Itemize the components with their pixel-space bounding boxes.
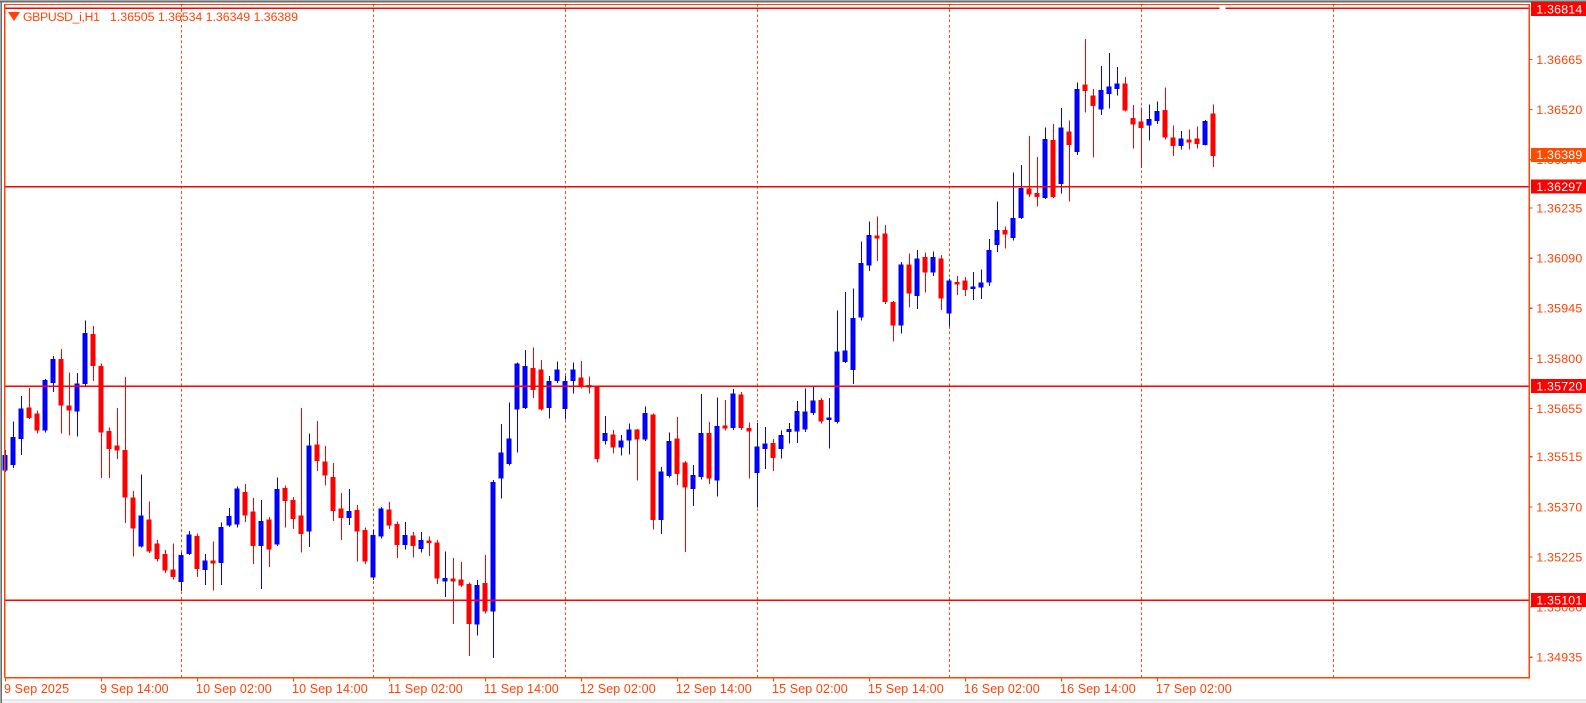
svg-text:10 Sep 14:00: 10 Sep 14:00 bbox=[292, 682, 368, 696]
svg-text:1.34935: 1.34935 bbox=[1536, 651, 1582, 665]
svg-text:1.35945: 1.35945 bbox=[1536, 302, 1582, 316]
svg-text:15 Sep 14:00: 15 Sep 14:00 bbox=[868, 682, 944, 696]
svg-text:10 Sep 02:00: 10 Sep 02:00 bbox=[196, 682, 272, 696]
svg-text:15 Sep 02:00: 15 Sep 02:00 bbox=[772, 682, 848, 696]
svg-text:1.35655: 1.35655 bbox=[1536, 402, 1582, 416]
svg-text:9 Sep 14:00: 9 Sep 14:00 bbox=[100, 682, 169, 696]
svg-text:11 Sep 02:00: 11 Sep 02:00 bbox=[388, 682, 463, 696]
svg-text:1.35370: 1.35370 bbox=[1536, 500, 1582, 514]
svg-text:1.36505 1.36534 1.36349 1.3638: 1.36505 1.36534 1.36349 1.36389 bbox=[110, 10, 298, 24]
svg-text:12 Sep 02:00: 12 Sep 02:00 bbox=[580, 682, 656, 696]
svg-text:17 Sep 02:00: 17 Sep 02:00 bbox=[1156, 682, 1232, 696]
svg-text:1.36090: 1.36090 bbox=[1536, 252, 1582, 266]
svg-text:1.35515: 1.35515 bbox=[1536, 450, 1582, 464]
svg-text:9 Sep 2025: 9 Sep 2025 bbox=[4, 682, 69, 696]
svg-text:1.36389: 1.36389 bbox=[1536, 148, 1582, 162]
svg-text:11 Sep 14:00: 11 Sep 14:00 bbox=[484, 682, 559, 696]
svg-text:12 Sep 14:00: 12 Sep 14:00 bbox=[676, 682, 752, 696]
svg-text:1.35225: 1.35225 bbox=[1536, 550, 1582, 564]
svg-text:1.36520: 1.36520 bbox=[1536, 103, 1582, 117]
svg-text:1.36297: 1.36297 bbox=[1536, 180, 1582, 194]
svg-text:16 Sep 14:00: 16 Sep 14:00 bbox=[1060, 682, 1136, 696]
svg-text:1.35720: 1.35720 bbox=[1536, 379, 1582, 393]
svg-text:GBPUSD_i,H1: GBPUSD_i,H1 bbox=[23, 10, 100, 24]
svg-text:1.35101: 1.35101 bbox=[1536, 593, 1582, 607]
svg-text:1.36814: 1.36814 bbox=[1536, 3, 1582, 17]
svg-text:16 Sep 02:00: 16 Sep 02:00 bbox=[964, 682, 1040, 696]
svg-text:1.36235: 1.36235 bbox=[1536, 202, 1582, 216]
svg-text:1.36665: 1.36665 bbox=[1536, 53, 1582, 67]
svg-text:1.35800: 1.35800 bbox=[1536, 352, 1582, 366]
